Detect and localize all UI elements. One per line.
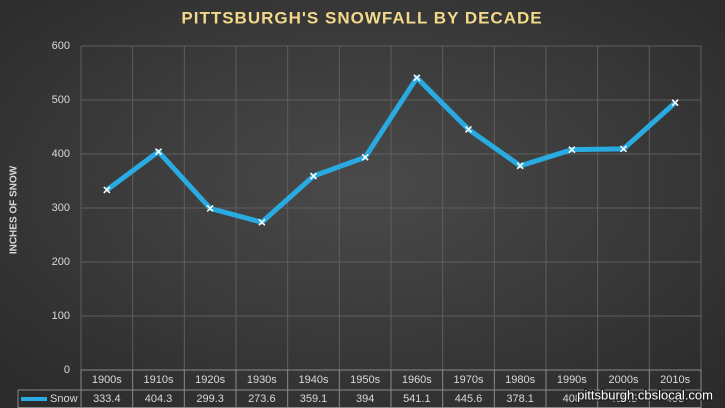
- table-value: 408: [563, 393, 581, 405]
- point-marker: [516, 162, 524, 170]
- point-marker: [309, 172, 318, 180]
- point-marker: [154, 148, 163, 156]
- table-value: 359.1: [300, 393, 328, 405]
- point-marker: [568, 146, 576, 154]
- point-marker: [413, 74, 421, 82]
- x-tick-label: 2010s: [660, 374, 690, 386]
- point-marker: [206, 204, 214, 212]
- x-tick-label: 1950s: [350, 374, 380, 386]
- x-tick-label: 1960s: [402, 374, 432, 386]
- x-tick-label: 2000s: [609, 374, 639, 386]
- table-value: 445.6: [455, 393, 483, 405]
- table-value: 378.1: [506, 393, 534, 405]
- y-tick-label: 600: [52, 40, 70, 52]
- x-tick-label: 1970s: [454, 374, 484, 386]
- x-tick-label: 1900s: [92, 374, 122, 386]
- y-tick-label: 200: [52, 256, 70, 268]
- legend-label: Snow: [50, 393, 78, 405]
- point-marker: [103, 186, 111, 194]
- x-tick-label: 1910s: [144, 374, 174, 386]
- x-tick-label: 1940s: [299, 374, 329, 386]
- watermark: pittsburgh.cbslocal.com: [577, 387, 713, 402]
- x-tick-label: 1920s: [195, 374, 225, 386]
- table-value: 394: [356, 393, 374, 405]
- table-value: 541.1: [403, 393, 431, 405]
- y-tick-label: 400: [52, 148, 70, 160]
- series-line: [105, 75, 677, 225]
- y-axis-label: INCHES OF SNOW: [9, 165, 20, 254]
- x-tick-label: 1980s: [505, 374, 535, 386]
- x-tick-label: 1990s: [557, 374, 587, 386]
- y-tick-label: 500: [52, 94, 70, 106]
- point-marker: [671, 99, 679, 107]
- table-value: 409.5: [610, 393, 638, 405]
- chart-title: PITTSBURGH'S SNOWFALL BY DECADE: [181, 8, 542, 27]
- y-tick-label: 100: [52, 310, 70, 322]
- table-value: 404.3: [145, 393, 173, 405]
- table-value: 333.4: [93, 393, 121, 405]
- x-tick-label: 1930s: [247, 374, 277, 386]
- y-tick-label: 0: [64, 364, 70, 376]
- point-marker: [361, 153, 369, 161]
- point-marker: [619, 145, 628, 153]
- point-marker: [258, 218, 266, 226]
- table-value: 495: [666, 393, 684, 405]
- table-value: 273.6: [248, 393, 276, 405]
- y-tick-label: 300: [52, 202, 70, 214]
- point-marker: [464, 125, 473, 133]
- table-value: 299.3: [196, 393, 224, 405]
